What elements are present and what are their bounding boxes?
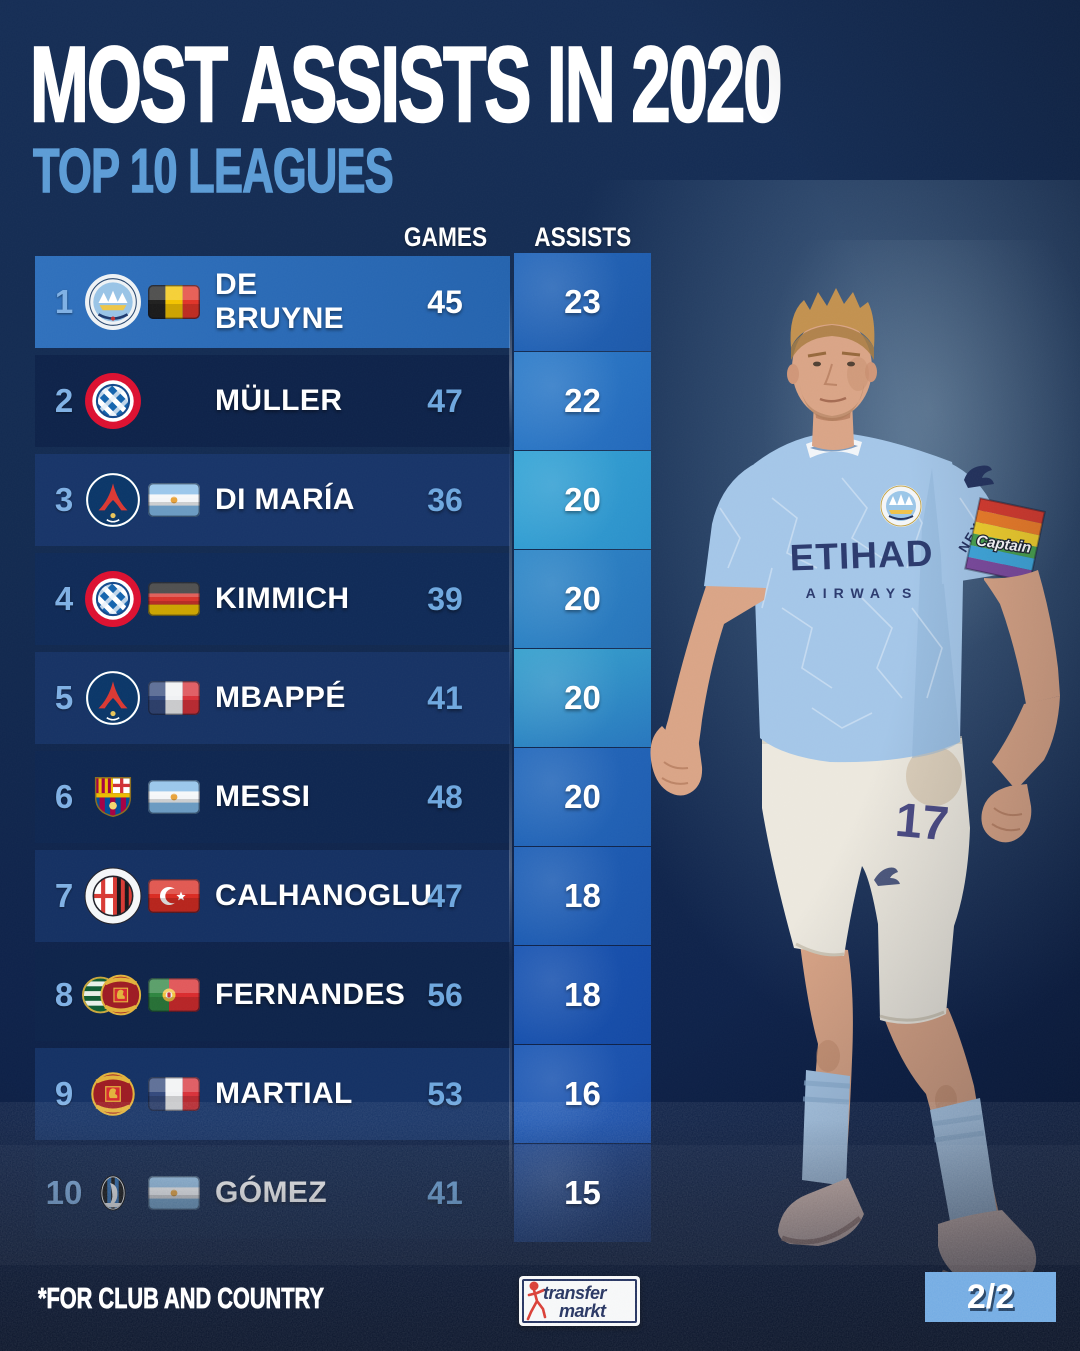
games-value: 39 <box>427 580 463 617</box>
games-value: 41 <box>427 1174 463 1211</box>
club-badge-ac-milan-icon <box>82 850 144 942</box>
country-flag-belgium-icon <box>148 256 200 348</box>
table-row-main: 5 MBAPPÉ 41 <box>35 652 510 744</box>
assists-value: 16 <box>564 1075 601 1112</box>
assists-value: 23 <box>564 283 601 320</box>
games-value: 45 <box>427 283 463 320</box>
country-flag-empty <box>148 355 200 447</box>
games-value: 56 <box>427 976 463 1013</box>
table-row-main: 4 KIMMICH 39 <box>35 553 510 645</box>
player-name: MARTIAL <box>215 1077 353 1110</box>
page-subtitle: TOP 10 LEAGUES <box>32 136 394 207</box>
player-name: GÓMEZ <box>215 1176 327 1209</box>
table-row-main: 3 DI MARÍA 36 <box>35 454 510 546</box>
shirt-sponsor-subtext: AIRWAYS <box>806 585 919 601</box>
table-row: 10 GÓMEZ 41 15 <box>35 1144 651 1242</box>
stats-table: 1 DE BRUYNE 45 23 2 MÜLLER 47 22 3 DI MARÍA 36 20 4 K… <box>35 253 651 1246</box>
club-badge-atalanta-icon <box>82 1147 144 1239</box>
table-row-main: 9 MARTIAL 53 <box>35 1048 510 1140</box>
player-name: MESSI <box>215 780 311 813</box>
games-value: 41 <box>427 679 463 716</box>
shirt-sponsor-text: ETIHAD <box>789 533 934 579</box>
assists-value: 22 <box>564 382 601 419</box>
shorts-number: 17 <box>893 794 951 851</box>
assists-value: 20 <box>564 481 601 518</box>
captain-armband: Captain <box>964 496 1046 584</box>
table-row: 7 CALHANOGLU 47 18 <box>35 847 651 945</box>
table-row: 1 DE BRUYNE 45 23 <box>35 253 651 351</box>
club-badge-bayern-munich-icon <box>82 355 144 447</box>
page-counter-badge: 2/2 <box>925 1272 1056 1322</box>
table-row-main: 7 CALHANOGLU 47 <box>35 850 510 942</box>
games-value: 36 <box>427 481 463 518</box>
assists-value: 15 <box>564 1174 601 1211</box>
player-name: MBAPPÉ <box>215 681 346 714</box>
table-row-main: 6 MESSI 48 <box>35 751 510 843</box>
assists-value: 20 <box>564 778 601 815</box>
footer-note: *FOR CLUB AND COUNTRY <box>38 1283 325 1316</box>
assists-value: 18 <box>564 976 601 1013</box>
player-name: DI MARÍA <box>215 483 355 516</box>
games-value: 48 <box>427 778 463 815</box>
table-row: 9 MARTIAL 53 16 <box>35 1045 651 1143</box>
column-header-assists: ASSISTS <box>533 222 632 252</box>
puma-logo-shirt-icon <box>964 465 994 488</box>
country-flag-argentina-icon <box>148 1147 200 1239</box>
left-hand <box>981 784 1032 843</box>
club-badge-bayern-munich-icon <box>82 553 144 645</box>
club-badge-psg-icon <box>82 454 144 546</box>
back-boot <box>778 1178 864 1246</box>
country-flag-argentina-icon <box>148 751 200 843</box>
table-row-main: 8 FERNANDES 56 <box>35 949 510 1041</box>
games-value: 53 <box>427 1075 463 1112</box>
country-flag-france-icon <box>148 1048 200 1140</box>
games-value: 47 <box>427 877 463 914</box>
games-value: 47 <box>427 382 463 419</box>
logo-word-bottom: markt <box>559 1301 606 1321</box>
column-header-games: GAMES <box>404 222 488 252</box>
city-badge-on-shirt-icon <box>880 485 922 527</box>
country-flag-france-icon <box>148 652 200 744</box>
table-row-main-highlighted: 1 DE BRUYNE 45 <box>35 256 510 348</box>
country-flag-turkey-icon <box>148 850 200 942</box>
player-name: DE BRUYNE <box>215 268 345 335</box>
country-flag-germany-icon <box>148 553 200 645</box>
table-row: 5 MBAPPÉ 41 20 <box>35 649 651 747</box>
club-badge-manchester-city-icon <box>82 256 144 348</box>
knee-shade <box>816 1040 840 1072</box>
transfermarkt-logo: transfer markt <box>519 1276 640 1326</box>
player-name: KIMMICH <box>215 582 350 615</box>
player-name: FERNANDES <box>215 978 406 1011</box>
logo-word-top: transfer <box>543 1283 607 1303</box>
club-badge-man-united-icon <box>82 1048 144 1140</box>
player-name: CALHANOGLU <box>215 879 433 912</box>
player-name: MÜLLER <box>215 384 343 417</box>
country-flag-portugal-icon <box>148 949 200 1041</box>
club-badge-barcelona-icon <box>82 751 144 843</box>
country-flag-argentina-icon <box>148 454 200 546</box>
club-badge-psg-icon <box>82 652 144 744</box>
club-badge-sporting-man-united-icon <box>82 949 144 1041</box>
table-row: 3 DI MARÍA 36 20 <box>35 451 651 549</box>
assists-value: 18 <box>564 877 601 914</box>
page-title: MOST ASSISTS IN 2020 <box>29 23 783 146</box>
table-row-main: 2 MÜLLER 47 <box>35 355 510 447</box>
table-row: 2 MÜLLER 47 22 <box>35 352 651 450</box>
table-row: 6 MESSI 48 20 <box>35 748 651 846</box>
assists-value: 20 <box>564 580 601 617</box>
table-row-main: 10 GÓMEZ 41 <box>35 1147 510 1239</box>
player-photo: 17 ETIHAD AIRWAYS NEXEN <box>650 288 1060 1283</box>
table-row: 4 KIMMICH 39 20 <box>35 550 651 648</box>
assists-value: 20 <box>564 679 601 716</box>
table-row: 8 FERNANDES 56 18 <box>35 946 651 1044</box>
